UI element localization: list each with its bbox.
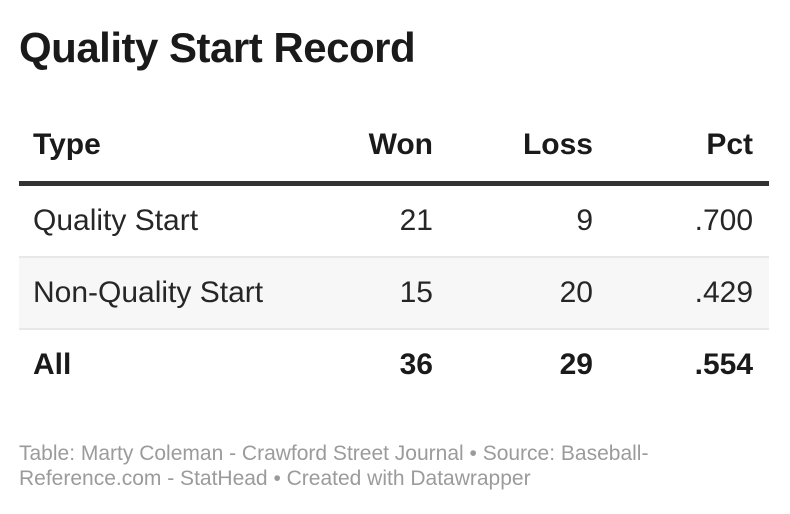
cell-won: 15	[399, 276, 433, 309]
column-header-pct: Pct	[706, 128, 753, 161]
attribution-footer: Table: Marty Coleman - Crawford Street J…	[19, 442, 649, 490]
cell-type: All	[33, 348, 72, 381]
table-body: Quality Start 21 9 .700 Non-Quality Star…	[19, 184, 769, 401]
cell-pct: .554	[694, 348, 753, 381]
table-row-all-total: All 36 29 .554	[19, 329, 769, 400]
chart-title: Quality Start Record	[19, 24, 416, 71]
cell-type: Non-Quality Start	[33, 276, 264, 309]
cell-pct: .700	[694, 204, 753, 237]
cell-loss: 20	[559, 276, 593, 309]
cell-won: 21	[399, 204, 433, 237]
quality-start-table: Type Won Loss Pct Quality Start 21 9 .70…	[19, 109, 769, 400]
table-row-non-quality-start: Non-Quality Start 15 20 .429	[19, 257, 769, 329]
cell-loss: 29	[559, 348, 593, 381]
cell-pct: .429	[694, 276, 753, 309]
table-row-quality-start: Quality Start 21 9 .700	[19, 184, 769, 258]
cell-loss: 9	[576, 204, 593, 237]
cell-won: 36	[399, 348, 433, 381]
cell-type: Quality Start	[33, 204, 199, 237]
column-header-type: Type	[33, 128, 101, 161]
column-header-won: Won	[368, 128, 433, 161]
column-header-loss: Loss	[522, 128, 593, 161]
table-header: Type Won Loss Pct	[19, 109, 769, 184]
header-row: Type Won Loss Pct	[19, 109, 769, 184]
